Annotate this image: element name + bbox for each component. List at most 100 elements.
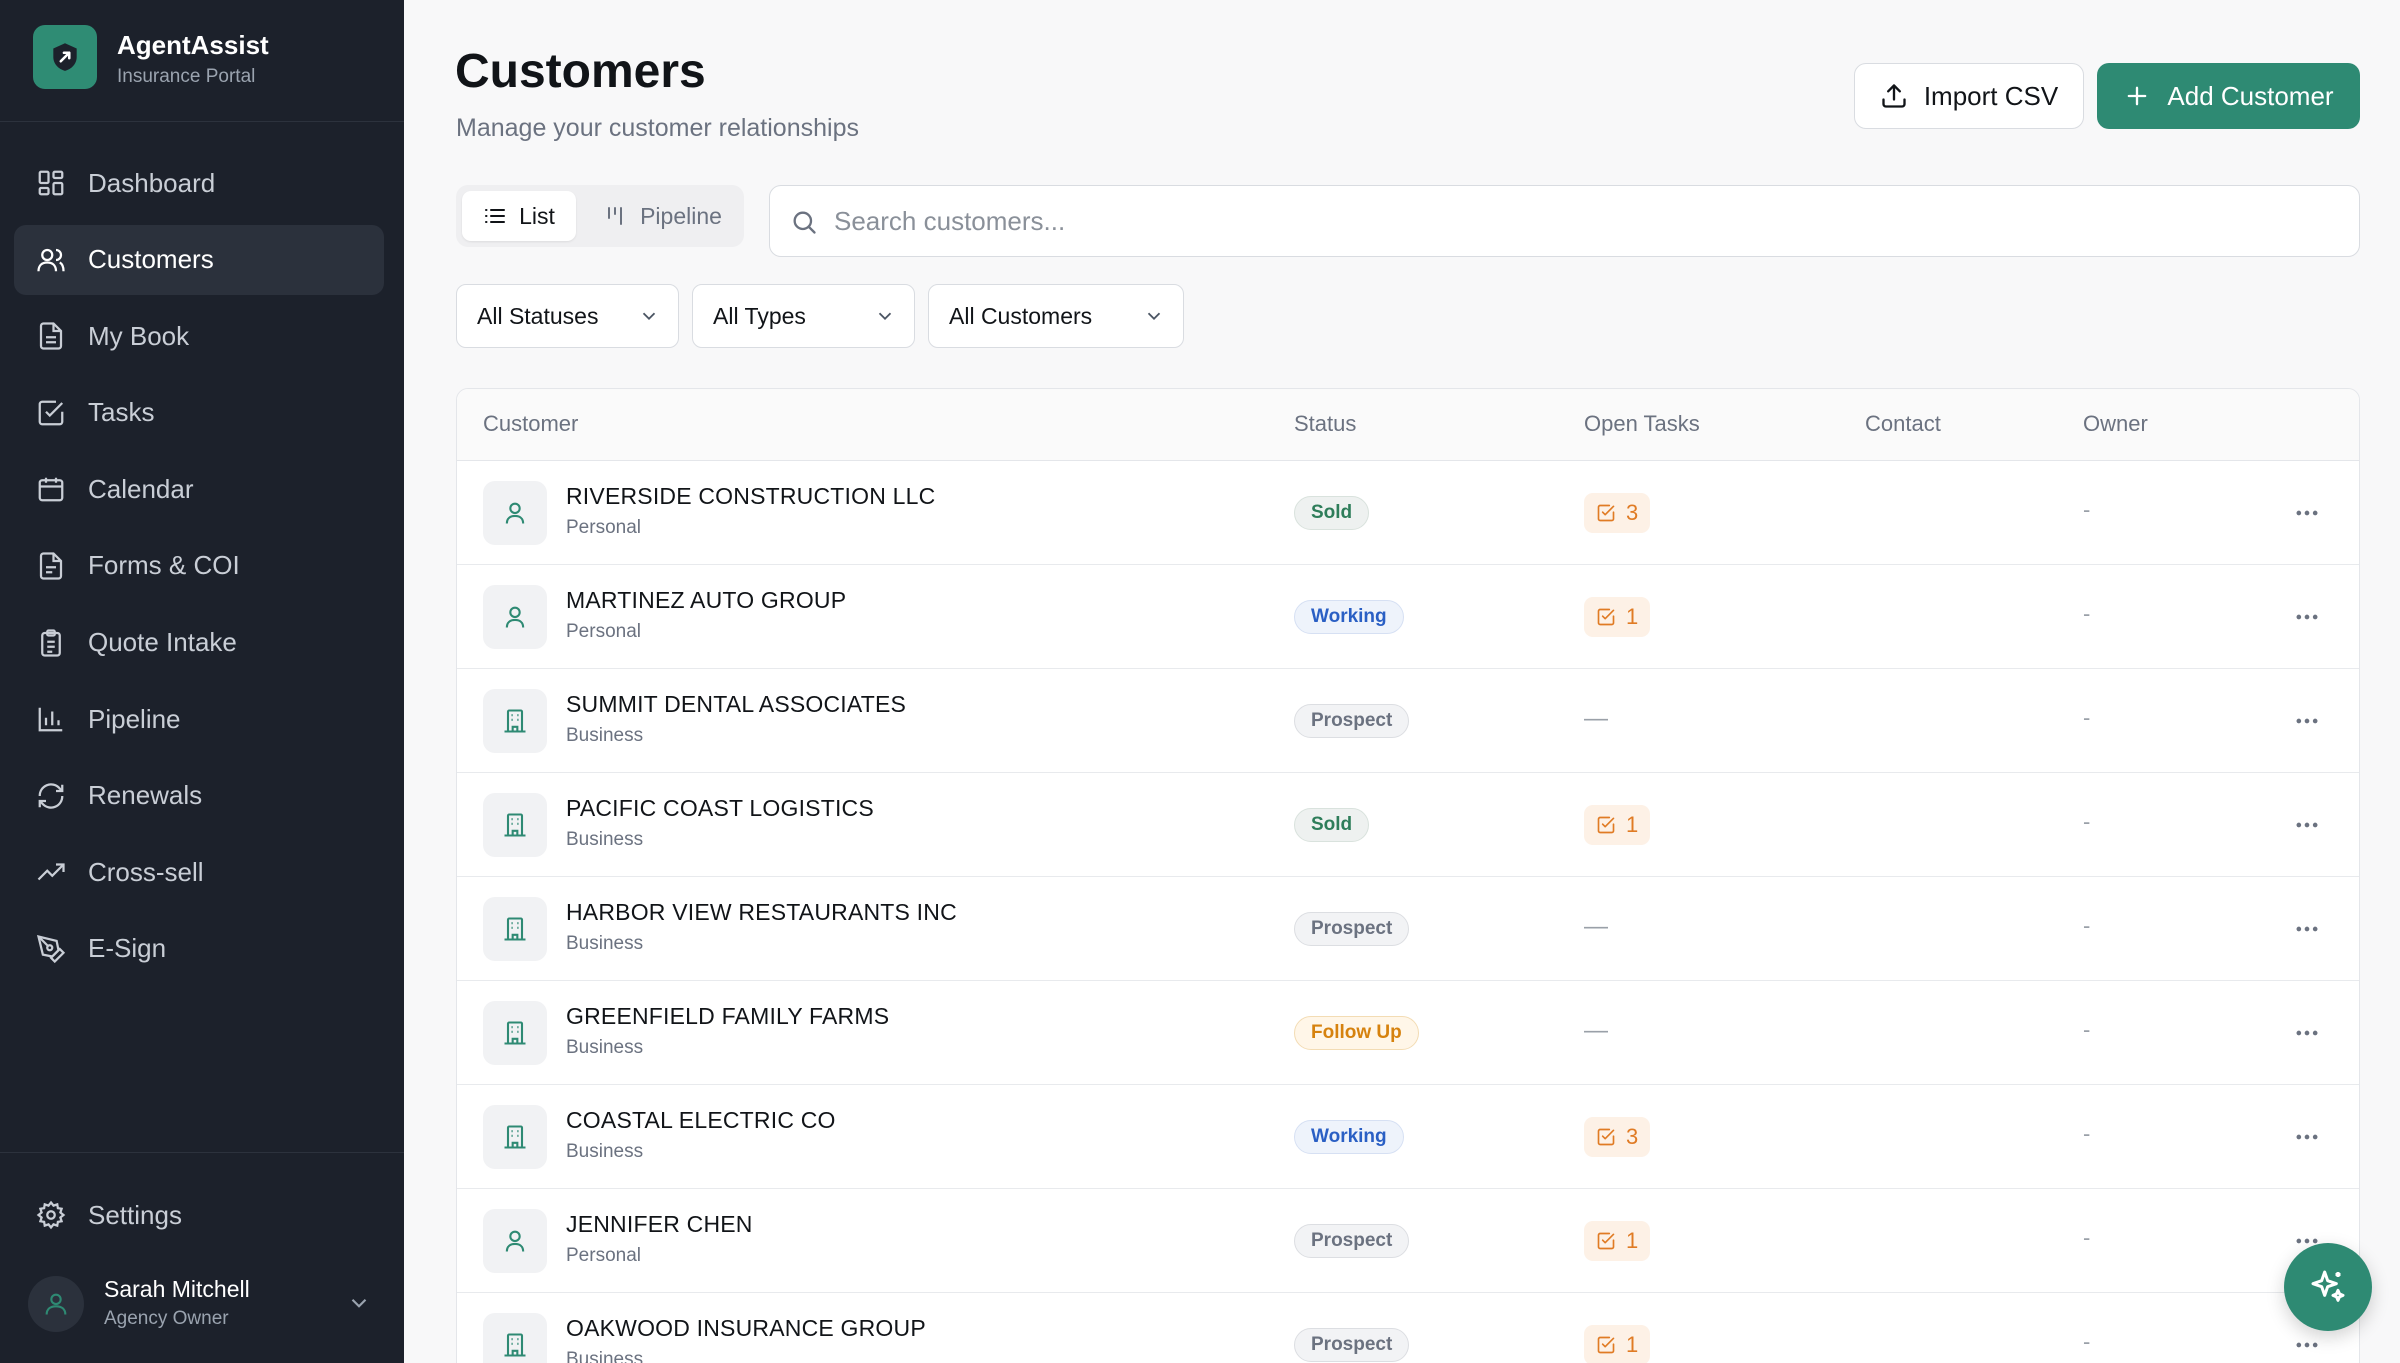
task-check-icon	[1596, 1335, 1626, 1355]
chevron-down-icon[interactable]	[346, 1290, 372, 1316]
column-header-owner[interactable]: Owner	[2083, 411, 2148, 436]
owner-value: -	[2083, 913, 2091, 938]
owner-value: -	[2083, 1017, 2091, 1042]
sidebar-item-label: Tasks	[88, 397, 155, 428]
sidebar-item-customers[interactable]: Customers	[14, 224, 384, 295]
customer-type: Business	[566, 933, 644, 954]
status-filter[interactable]: All Statuses	[456, 284, 679, 348]
column-header-status[interactable]: Status	[1294, 411, 1357, 436]
page-subtitle: Manage your customer relationships	[456, 114, 859, 142]
status-badge: Prospect	[1294, 1224, 1410, 1258]
column-header-customer[interactable]: Customer	[483, 411, 579, 436]
table-row[interactable]: JENNIFER CHEN Personal Prospect 1 -	[457, 1189, 2359, 1293]
search-input[interactable]	[834, 198, 2334, 244]
chevron-down-icon	[642, 312, 656, 321]
table-row[interactable]: OAKWOOD INSURANCE GROUP Business Prospect 1…	[457, 1293, 2359, 1363]
sidebar-item-pipeline[interactable]: Pipeline	[14, 684, 384, 754]
tab-pipeline[interactable]: Pipeline	[590, 191, 736, 241]
table-row[interactable]: HARBOR VIEW RESTAURANTS INC Business Prosp…	[457, 877, 2359, 981]
customer-name[interactable]: SUMMIT DENTAL ASSOCIATES	[566, 691, 907, 717]
customer-name[interactable]: COASTAL ELECTRIC CO	[566, 1107, 836, 1133]
customer-name[interactable]: GREENFIELD FAMILY FARMS	[566, 1003, 890, 1029]
sidebar-item-calendar[interactable]: Calendar	[14, 454, 384, 524]
tab-list[interactable]: List	[462, 191, 576, 241]
more-options-icon[interactable]	[2291, 1017, 2323, 1049]
trending-up-icon	[34, 855, 68, 889]
column-header-contact[interactable]: Contact	[1865, 411, 1941, 436]
import-csv-label: Import CSV	[1923, 80, 2059, 111]
customer-name[interactable]: PACIFIC COAST LOGISTICS	[566, 795, 874, 821]
sidebar-item-cross-sell[interactable]: Cross-sell	[14, 837, 384, 907]
open-tasks-badge[interactable]: 1	[1584, 1221, 1651, 1261]
open-tasks-badge[interactable]: 1	[1584, 805, 1651, 845]
add-customer-label: Add Customer	[2167, 80, 2334, 111]
ai-assistant-button[interactable]	[2284, 1243, 2372, 1331]
app-logo-icon[interactable]	[33, 25, 97, 89]
more-options-icon[interactable]	[2291, 1225, 2323, 1257]
sidebar-footer-divider	[0, 1152, 404, 1153]
table-row[interactable]: PACIFIC COAST LOGISTICS Business Sold 1 -	[457, 773, 2359, 877]
settings-label: Settings	[88, 1199, 182, 1230]
status-filter-value: All Statuses	[477, 302, 599, 329]
sidebar-item-e-sign[interactable]: E-Sign	[14, 914, 384, 984]
status-badge: Working	[1294, 600, 1404, 634]
sidebar-item-label: Dashboard	[88, 167, 216, 198]
more-options-icon[interactable]	[2291, 1121, 2323, 1153]
customer-name[interactable]: OAKWOOD INSURANCE GROUP	[566, 1315, 926, 1341]
user-menu[interactable]: Sarah Mitchell Agency Owner	[14, 1268, 384, 1340]
open-tasks-count: 3	[1626, 500, 1639, 525]
customer-name[interactable]: HARBOR VIEW RESTAURANTS INC	[566, 899, 957, 925]
owner-value: -	[2083, 601, 2091, 626]
sidebar-item-tasks[interactable]: Tasks	[14, 378, 384, 448]
table-header: Customer Status Open Tasks Contact Owner	[457, 389, 2359, 461]
sidebar-item-label: Customers	[88, 244, 214, 275]
add-customer-button[interactable]: Add Customer	[2097, 63, 2360, 129]
sidebar-item-label: My Book	[88, 320, 190, 351]
open-tasks-badge[interactable]: 1	[1584, 1325, 1651, 1363]
open-tasks-badge[interactable]: 3	[1584, 1117, 1651, 1157]
customer-type: Personal	[566, 1245, 641, 1266]
app-name: AgentAssist	[117, 30, 269, 60]
customer-name[interactable]: RIVERSIDE CONSTRUCTION LLC	[566, 483, 936, 509]
list-icon	[485, 209, 506, 223]
sidebar-item-forms-coi[interactable]: Forms & COI	[14, 531, 384, 601]
owner-value: -	[2083, 705, 2091, 730]
column-header-open-tasks[interactable]: Open Tasks	[1584, 411, 1700, 436]
customer-name[interactable]: JENNIFER CHEN	[566, 1211, 753, 1237]
more-options-icon[interactable]	[2291, 1329, 2323, 1361]
status-badge: Follow Up	[1294, 1016, 1419, 1050]
table-row[interactable]: GREENFIELD FAMILY FARMS Business Follow Up…	[457, 981, 2359, 1085]
user-role: Agency Owner	[104, 1308, 229, 1329]
customer-type: Business	[566, 829, 644, 850]
building-icon	[483, 1001, 547, 1065]
table-row[interactable]: MARTINEZ AUTO GROUP Personal Working 1 -	[457, 565, 2359, 669]
more-options-icon[interactable]	[2291, 809, 2323, 841]
app-subtitle: Insurance Portal	[117, 66, 256, 87]
sidebar-item-my-book[interactable]: My Book	[14, 301, 384, 371]
sidebar-item-settings[interactable]: Settings	[14, 1180, 384, 1250]
more-options-icon[interactable]	[2291, 601, 2323, 633]
open-tasks-badge[interactable]: 3	[1584, 493, 1651, 533]
type-filter[interactable]: All Types	[692, 284, 915, 348]
table-row[interactable]: COASTAL ELECTRIC CO Business Working 3 -	[457, 1085, 2359, 1189]
customers-filter[interactable]: All Customers	[928, 284, 1184, 348]
tab-pipeline-label: Pipeline	[640, 202, 722, 229]
sidebar-item-renewals[interactable]: Renewals	[14, 761, 384, 831]
table-row[interactable]: SUMMIT DENTAL ASSOCIATES Business Prospect…	[457, 669, 2359, 773]
sidebar-item-label: E-Sign	[88, 933, 167, 964]
building-icon	[483, 793, 547, 857]
pen-icon	[34, 932, 68, 966]
sidebar: AgentAssist Insurance Portal Dashboard C…	[0, 0, 404, 1363]
customer-name[interactable]: MARTINEZ AUTO GROUP	[566, 587, 847, 613]
sidebar-item-label: Cross-sell	[88, 856, 204, 887]
import-csv-button[interactable]: Import CSV	[1854, 63, 2084, 129]
sidebar-item-dashboard[interactable]: Dashboard	[14, 148, 384, 218]
open-tasks-badge[interactable]: 1	[1584, 597, 1651, 637]
more-options-icon[interactable]	[2291, 497, 2323, 529]
more-options-icon[interactable]	[2291, 705, 2323, 737]
more-options-icon[interactable]	[2291, 913, 2323, 945]
sidebar-item-quote-intake[interactable]: Quote Intake	[14, 608, 384, 678]
status-badge: Sold	[1294, 496, 1370, 530]
page-title: Customers	[455, 45, 706, 98]
table-row[interactable]: RIVERSIDE CONSTRUCTION LLC Personal Sold 3 -	[457, 461, 2359, 565]
